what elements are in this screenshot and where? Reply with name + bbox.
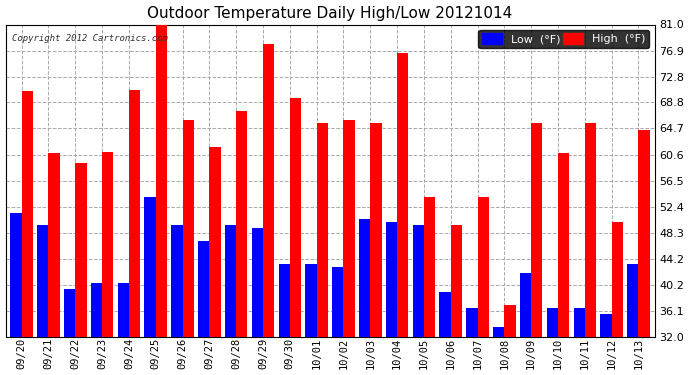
Bar [573,308,585,337]
Bar [317,123,328,337]
Bar [424,196,435,337]
Bar [332,267,344,337]
Bar [611,222,623,337]
Legend: Low  (°F), High  (°F): Low (°F), High (°F) [478,30,649,48]
Text: Copyright 2012 Cartronics.com: Copyright 2012 Cartronics.com [12,34,168,43]
Bar [546,308,558,337]
Bar [198,241,209,337]
Bar [21,92,33,337]
Bar [504,305,515,337]
Bar [252,228,263,337]
Bar [236,111,248,337]
Bar [48,153,60,337]
Bar [466,308,477,337]
Bar [209,147,221,337]
Bar [627,264,638,337]
Bar [451,225,462,337]
Bar [156,21,167,337]
Title: Outdoor Temperature Daily High/Low 20121014: Outdoor Temperature Daily High/Low 20121… [148,6,513,21]
Bar [558,153,569,337]
Bar [413,225,424,337]
Bar [359,219,371,337]
Bar [10,213,21,337]
Bar [171,225,183,337]
Bar [531,123,542,337]
Bar [225,225,236,337]
Bar [371,123,382,337]
Bar [520,273,531,337]
Bar [290,98,301,337]
Bar [477,196,489,337]
Bar [397,53,408,337]
Bar [183,120,194,337]
Bar [263,44,275,337]
Bar [37,225,48,337]
Bar [440,292,451,337]
Bar [306,264,317,337]
Bar [102,152,113,337]
Bar [129,90,140,337]
Bar [118,283,129,337]
Bar [279,264,290,337]
Bar [493,327,504,337]
Bar [75,163,86,337]
Bar [638,130,650,337]
Bar [600,315,611,337]
Bar [585,123,596,337]
Bar [91,283,102,337]
Bar [344,120,355,337]
Bar [144,196,156,337]
Bar [386,222,397,337]
Bar [64,289,75,337]
